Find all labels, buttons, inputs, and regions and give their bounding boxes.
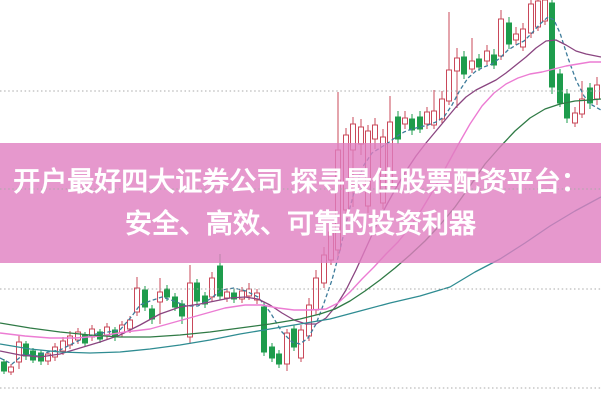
candle-body: [469, 60, 475, 70]
candle-body: [498, 18, 504, 57]
gridlines-layer: [0, 90, 601, 389]
candle-body: [8, 366, 14, 373]
candle-body: [291, 328, 297, 348]
candle-body: [594, 84, 600, 100]
candle-body: [16, 341, 22, 363]
candle-body: [239, 290, 245, 300]
candle-body: [284, 332, 290, 365]
candle-body: [217, 265, 223, 297]
candle-body: [67, 335, 73, 346]
candle-body: [194, 282, 200, 302]
candle-body: [372, 124, 378, 140]
candle-body: [557, 73, 563, 104]
ma-pink: [0, 61, 601, 339]
candle-body: [402, 117, 408, 125]
candle-body: [142, 289, 148, 308]
candle-body: [587, 87, 593, 104]
candle-body: [395, 116, 401, 140]
ma-green: [0, 98, 601, 338]
candle-body: [564, 93, 570, 119]
candle-body: [75, 331, 81, 341]
candle-body: [520, 28, 526, 48]
candle-body: [358, 126, 364, 145]
candle-body: [417, 116, 423, 130]
candle-body: [45, 353, 51, 362]
candle-body: [446, 69, 452, 102]
candle-body: [187, 282, 193, 338]
candle-body: [313, 277, 319, 311]
candle-body: [431, 110, 437, 126]
candle-body: [461, 56, 467, 75]
candle-body: [269, 346, 275, 359]
candle-body: [172, 296, 178, 308]
candle-body: [424, 111, 430, 125]
candle-body: [104, 326, 110, 336]
candle-body: [276, 353, 282, 365]
candle-body: [454, 57, 460, 72]
candle-body: [127, 319, 133, 330]
candle-body: [484, 50, 490, 62]
candle-body: [231, 292, 237, 300]
candle-body: [572, 112, 578, 124]
candle-body: [60, 340, 66, 352]
candle-body: [179, 303, 185, 317]
candle-body: [579, 98, 585, 115]
candle-body: [409, 118, 415, 131]
candle-body: [164, 288, 170, 298]
candle-body: [134, 287, 140, 313]
candle-body: [542, 0, 548, 22]
candle-body: [528, 3, 534, 34]
candle-body: [506, 22, 512, 45]
candle-body: [439, 98, 445, 120]
candle-body: [476, 58, 482, 68]
candle-body: [513, 33, 519, 41]
candle-body: [535, 0, 541, 28]
candle-body: [1, 361, 7, 372]
candle-body: [209, 277, 215, 298]
banner-band: [0, 143, 601, 263]
candle-body: [549, 2, 555, 88]
candle-body: [224, 291, 230, 299]
